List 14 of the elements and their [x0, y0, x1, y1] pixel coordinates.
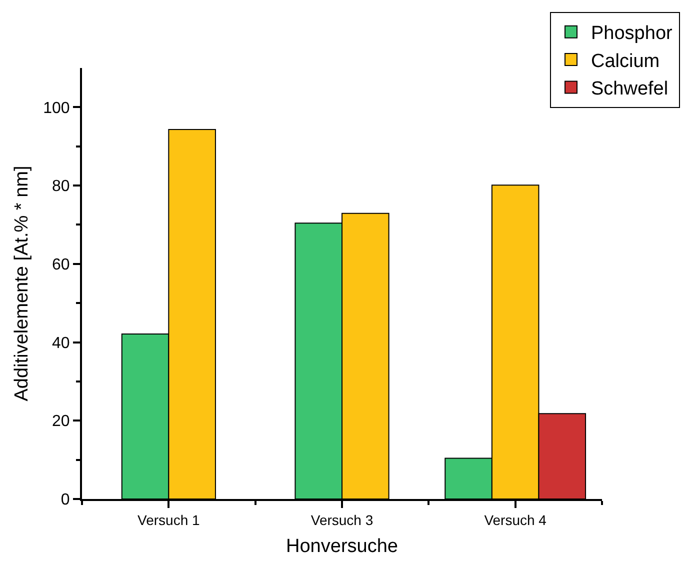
y-tick-label: 40: [52, 334, 70, 352]
legend-label: Calcium: [591, 50, 660, 72]
legend-label: Phosphor: [591, 23, 674, 44]
x-axis-title: Honversuche: [286, 536, 398, 558]
y-tick-label: 0: [60, 492, 70, 509]
x-tick-label: Versuch 4: [484, 512, 547, 528]
y-axis-title: Additivelemente [At.% * nm]: [11, 166, 32, 402]
legend-label: Schwefel: [591, 78, 668, 100]
y-tick-label: 20: [52, 413, 70, 430]
y-tick-label: 100: [43, 100, 70, 117]
x-tick-label: Versuch 3: [310, 512, 374, 528]
y-tick-label: 80: [52, 178, 70, 196]
x-tick-label: Versuch 1: [138, 512, 200, 528]
y-tick-label: 60: [52, 256, 70, 274]
